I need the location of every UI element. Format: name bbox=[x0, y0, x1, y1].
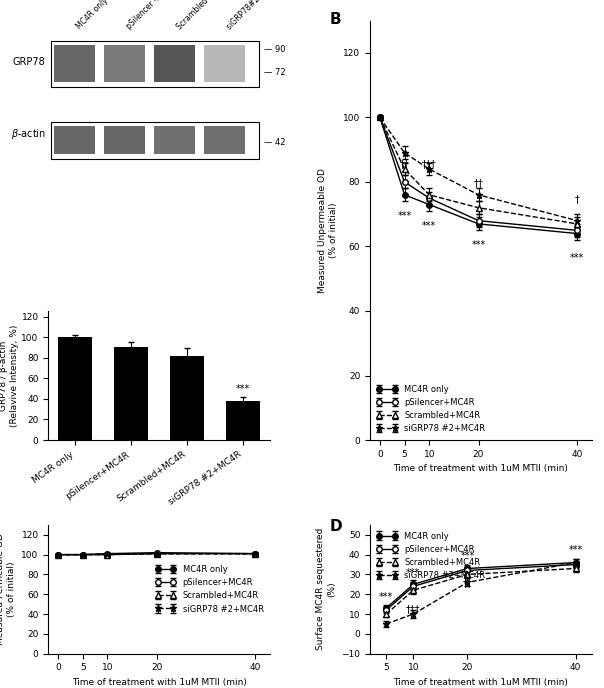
Legend: MC4R only, pSilencer+MC4R, Scrambled+MC4R, siGRP78 #2+MC4R: MC4R only, pSilencer+MC4R, Scrambled+MC4… bbox=[374, 383, 487, 436]
Bar bbox=[226, 401, 260, 440]
X-axis label: Time of treatment with 1uM MTII (min): Time of treatment with 1uM MTII (min) bbox=[72, 678, 246, 687]
Text: ***: *** bbox=[406, 568, 420, 579]
Bar bbox=[54, 126, 95, 154]
Bar bbox=[170, 356, 204, 440]
Bar bbox=[51, 122, 259, 158]
Text: ††: †† bbox=[474, 178, 483, 189]
Y-axis label: GRP78 / β-actin
(Relavive Intensity, %): GRP78 / β-actin (Relavive Intensity, %) bbox=[0, 325, 19, 427]
Text: ***: *** bbox=[460, 550, 475, 561]
Text: GRP78: GRP78 bbox=[13, 57, 45, 67]
Bar bbox=[59, 337, 92, 440]
Text: ††: †† bbox=[400, 159, 410, 169]
Text: ***: *** bbox=[422, 221, 436, 230]
Text: $\beta$-actin: $\beta$-actin bbox=[10, 127, 45, 141]
Bar bbox=[51, 41, 259, 87]
Legend: MC4R only, pSilencer+MC4R, Scrambled+MC4R, siGRP78 #2+MC4R: MC4R only, pSilencer+MC4R, Scrambled+MC4… bbox=[374, 529, 487, 583]
Text: pSilencer + MC4R: pSilencer + MC4R bbox=[125, 0, 180, 31]
Bar bbox=[204, 45, 245, 83]
Y-axis label: Measured Unpermeable OD
(% of initial): Measured Unpermeable OD (% of initial) bbox=[318, 168, 338, 293]
Text: MC4R only: MC4R only bbox=[75, 0, 110, 31]
Text: B: B bbox=[330, 12, 342, 28]
Text: ***: *** bbox=[570, 253, 584, 263]
Y-axis label: Surface MC4R sequestered
(%): Surface MC4R sequestered (%) bbox=[316, 528, 336, 650]
Text: ***: *** bbox=[379, 592, 393, 602]
Legend: MC4R only, pSilencer+MC4R, Scrambled+MC4R, siGRP78 #2+MC4R: MC4R only, pSilencer+MC4R, Scrambled+MC4… bbox=[153, 563, 266, 616]
Bar bbox=[204, 126, 245, 154]
Text: †††: ††† bbox=[422, 159, 437, 169]
Bar bbox=[153, 126, 195, 154]
Text: — 42: — 42 bbox=[263, 138, 285, 147]
Bar bbox=[153, 45, 195, 83]
Text: siGRP78#2 + MC4R: siGRP78#2 + MC4R bbox=[225, 0, 285, 31]
Text: ***: *** bbox=[568, 545, 583, 555]
Text: ***: *** bbox=[397, 211, 412, 221]
Text: Scrambled + MC4R: Scrambled + MC4R bbox=[175, 0, 234, 31]
Bar bbox=[54, 45, 95, 83]
Text: ***: *** bbox=[236, 384, 251, 394]
Bar bbox=[104, 45, 146, 83]
Text: †: † bbox=[574, 195, 580, 204]
Text: †††: ††† bbox=[406, 604, 420, 614]
Text: ***: *** bbox=[471, 240, 486, 250]
Y-axis label: Measured Permeable OD
(% of initial): Measured Permeable OD (% of initial) bbox=[0, 533, 16, 645]
X-axis label: Time of treatment with 1uM MTII (min): Time of treatment with 1uM MTII (min) bbox=[394, 464, 568, 473]
Bar bbox=[114, 347, 148, 440]
Text: ††: †† bbox=[463, 579, 472, 588]
Text: — 90: — 90 bbox=[263, 45, 285, 54]
X-axis label: Time of treatment with 1uM MTII (min): Time of treatment with 1uM MTII (min) bbox=[394, 678, 568, 687]
Text: D: D bbox=[330, 519, 342, 533]
Bar bbox=[104, 126, 146, 154]
Text: — 72: — 72 bbox=[263, 67, 285, 76]
